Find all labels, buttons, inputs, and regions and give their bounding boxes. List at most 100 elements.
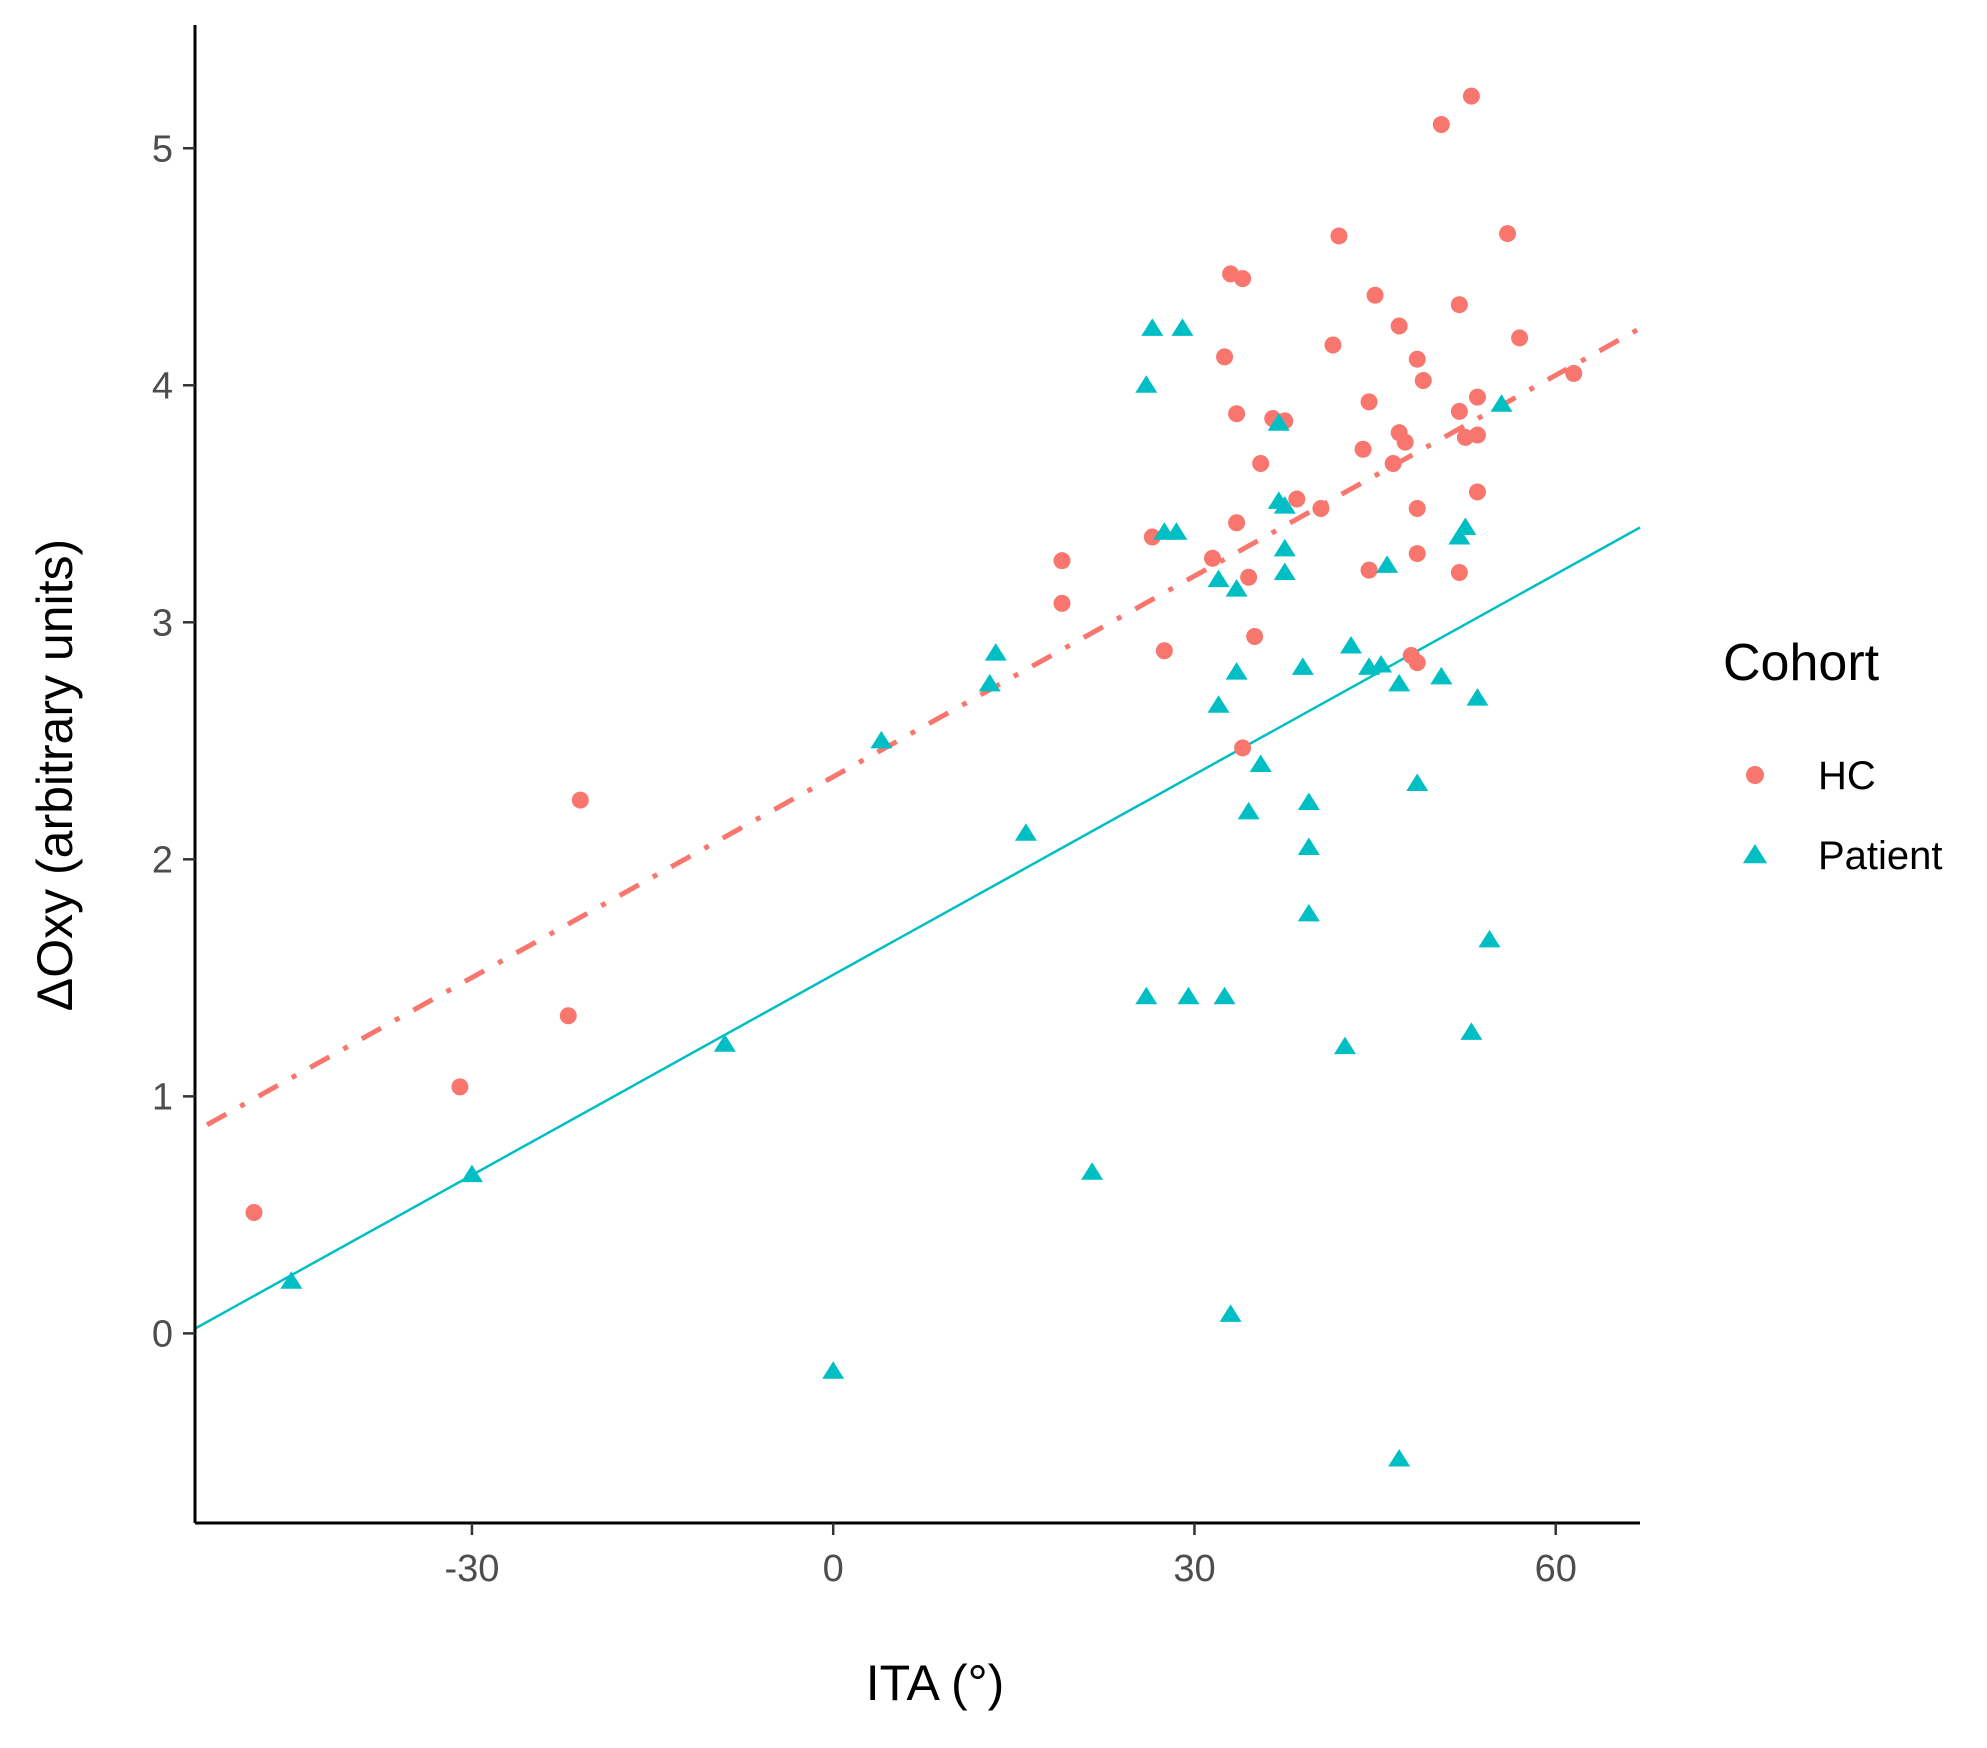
legend-key-triangle (1742, 844, 1768, 864)
point-patient (978, 673, 1001, 692)
y-tick-label: 0 (152, 1313, 173, 1355)
point-patient (1273, 562, 1296, 581)
point-patient (1460, 1022, 1483, 1040)
point-patient (822, 1361, 845, 1379)
legend-entry-patient: Patient (1742, 834, 1943, 878)
fit-line-hc (205, 326, 1642, 1127)
point-hc (1384, 454, 1402, 472)
point-patient (1388, 673, 1411, 692)
point-hc (1155, 642, 1173, 660)
x-axis-title: ITA (°) (866, 1655, 1005, 1711)
point-patient (1297, 837, 1320, 855)
point-patient (1237, 801, 1260, 820)
fit-lines (194, 326, 1642, 1330)
x-tick-label: -30 (444, 1548, 499, 1590)
point-patient (1466, 688, 1489, 706)
point-patient (1165, 522, 1188, 540)
point-hc (1366, 286, 1384, 304)
point-patient (280, 1271, 303, 1289)
point-patient (1135, 986, 1158, 1005)
point-patient (1430, 666, 1453, 685)
point-patient (1297, 792, 1320, 810)
data-points (245, 87, 1583, 1467)
axes (193, 25, 1640, 1525)
axis-ticks: -30 0 30 60 0 1 2 3 4 5 (152, 128, 1577, 1590)
y-tick-label: 3 (152, 602, 173, 644)
point-patient (1340, 636, 1362, 654)
point-hc (1390, 317, 1408, 335)
point-patient (1273, 538, 1296, 557)
point-patient (1171, 318, 1194, 336)
point-hc (1324, 336, 1342, 354)
point-hc (1408, 350, 1426, 368)
fit-line-patient (194, 526, 1641, 1330)
point-hc (1499, 225, 1517, 243)
point-patient (1141, 318, 1164, 336)
x-tick-label: 0 (823, 1548, 844, 1590)
point-hc (1228, 405, 1246, 423)
point-hc (1240, 568, 1258, 586)
point-hc (1360, 561, 1378, 579)
point-patient (1297, 903, 1320, 922)
point-hc (1330, 227, 1348, 245)
point-patient (1454, 517, 1477, 535)
point-hc (1511, 329, 1529, 347)
y-axis-title: ΔOxy (arbitrary units) (27, 539, 83, 1011)
point-patient (1406, 773, 1429, 791)
legend-label: Patient (1818, 834, 1943, 878)
point-patient (1376, 555, 1399, 573)
point-hc (1246, 628, 1264, 646)
point-patient (1249, 754, 1272, 773)
point-patient (1081, 1162, 1104, 1180)
point-hc (1462, 87, 1480, 105)
point-hc (1468, 426, 1486, 444)
y-tick-label: 5 (152, 128, 173, 170)
point-patient (1478, 929, 1501, 948)
point-hc (1053, 552, 1071, 570)
point-hc (1234, 739, 1252, 757)
point-patient (1370, 654, 1393, 673)
legend-entry-hc: HC (1746, 754, 1876, 798)
y-tick-label: 1 (152, 1076, 173, 1118)
point-hc (1204, 549, 1222, 567)
point-patient (1207, 695, 1230, 713)
point-hc (1288, 490, 1306, 508)
point-hc (1396, 433, 1414, 451)
point-hc (1450, 402, 1468, 420)
point-hc (1432, 116, 1450, 134)
point-patient (1448, 526, 1471, 545)
point-hc (1450, 564, 1468, 582)
point-hc (1312, 500, 1330, 518)
legend-title: Cohort (1723, 634, 1880, 692)
x-tick-label: 30 (1173, 1548, 1215, 1590)
point-patient (1213, 986, 1236, 1005)
point-patient (1490, 394, 1513, 412)
point-hc (1450, 296, 1468, 314)
x-tick-label: 60 (1535, 1548, 1577, 1590)
point-hc (1360, 393, 1378, 411)
point-hc (1468, 388, 1486, 406)
point-hc (1468, 483, 1486, 501)
point-hc (451, 1078, 469, 1096)
point-patient (1207, 569, 1230, 588)
point-hc (1408, 545, 1426, 563)
point-patient (1273, 496, 1296, 514)
point-patient (1267, 413, 1290, 431)
legend-label: HC (1818, 754, 1876, 798)
point-hc (1354, 440, 1372, 458)
point-hc (1228, 514, 1246, 532)
legend: Cohort HC Patient (1723, 634, 1943, 878)
point-patient (1291, 657, 1314, 675)
point-patient (1388, 1449, 1411, 1467)
point-hc (1414, 372, 1432, 390)
point-patient (984, 643, 1007, 661)
point-hc (571, 791, 589, 809)
point-hc (1252, 454, 1270, 472)
point-hc (1143, 528, 1161, 546)
y-tick-label: 4 (152, 365, 173, 407)
point-patient (1219, 1304, 1242, 1322)
point-hc (1234, 270, 1252, 288)
point-patient (1177, 986, 1200, 1005)
point-hc (1053, 594, 1071, 612)
